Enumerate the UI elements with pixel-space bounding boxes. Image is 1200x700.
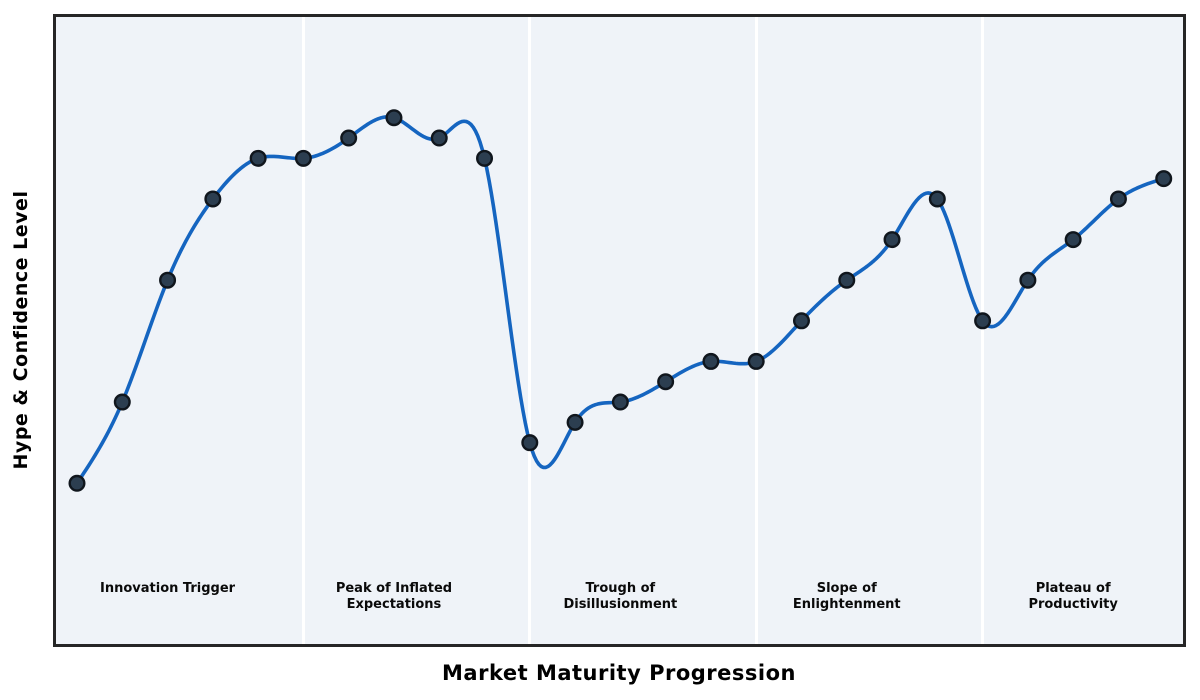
data-point-marker (430, 129, 448, 147)
data-point-marker (1109, 190, 1127, 208)
data-point-marker (204, 190, 222, 208)
data-point-marker (249, 149, 267, 167)
data-point-marker (702, 352, 720, 370)
data-point-marker (838, 271, 856, 289)
phase-label-1: Innovation Trigger (100, 581, 235, 597)
phase-divider (528, 17, 532, 644)
phase-label-line: Plateau of (1035, 581, 1111, 596)
phase-label-line: Trough of (585, 581, 656, 596)
data-point-marker (611, 393, 629, 411)
phase-label-line: Productivity (1028, 597, 1118, 612)
data-point-marker (294, 149, 312, 167)
data-point-marker (657, 373, 675, 391)
data-point-marker (566, 413, 584, 431)
x-axis-label: Market Maturity Progression (442, 661, 796, 685)
data-point-marker (974, 312, 992, 330)
data-point-marker (68, 474, 86, 492)
plot-area: Innovation Trigger Peak of Inflated Expect… (53, 14, 1186, 647)
hype-curve-svg (68, 109, 1173, 492)
phase-label-line: Innovation Trigger (100, 581, 236, 596)
phase-divider (981, 17, 985, 644)
data-point-marker (1064, 231, 1082, 249)
phase-label-5: Plateau of Productivity (1028, 581, 1117, 613)
phase-label-2: Peak of Inflated Expectations (336, 581, 452, 613)
data-point-marker (340, 129, 358, 147)
phase-label-line: Enlightenment (792, 597, 901, 612)
data-point-marker (1019, 271, 1037, 289)
phase-label-line: Slope of (816, 581, 877, 596)
data-point-marker (113, 393, 131, 411)
data-point-marker (747, 352, 765, 370)
phase-label-line: Peak of Inflated (335, 581, 453, 596)
data-point-marker (521, 434, 539, 452)
phase-label-line: Disillusionment (563, 597, 678, 612)
phase-label-3: Trough of Disillusionment (563, 581, 677, 613)
data-point-marker (883, 231, 901, 249)
phase-label-4: Slope of Enlightenment (793, 581, 901, 613)
data-point-marker (159, 271, 177, 289)
phase-divider (301, 17, 305, 644)
phase-divider (754, 17, 758, 644)
hype-curve (75, 115, 1166, 486)
data-point-marker (476, 149, 494, 167)
data-point-marker (1155, 170, 1173, 188)
phase-label-line: Expectations (346, 597, 442, 612)
data-point-marker (792, 312, 810, 330)
data-point-marker (928, 190, 946, 208)
data-point-marker (385, 109, 403, 127)
y-axis-label: Hype & Confidence Level (10, 190, 32, 470)
